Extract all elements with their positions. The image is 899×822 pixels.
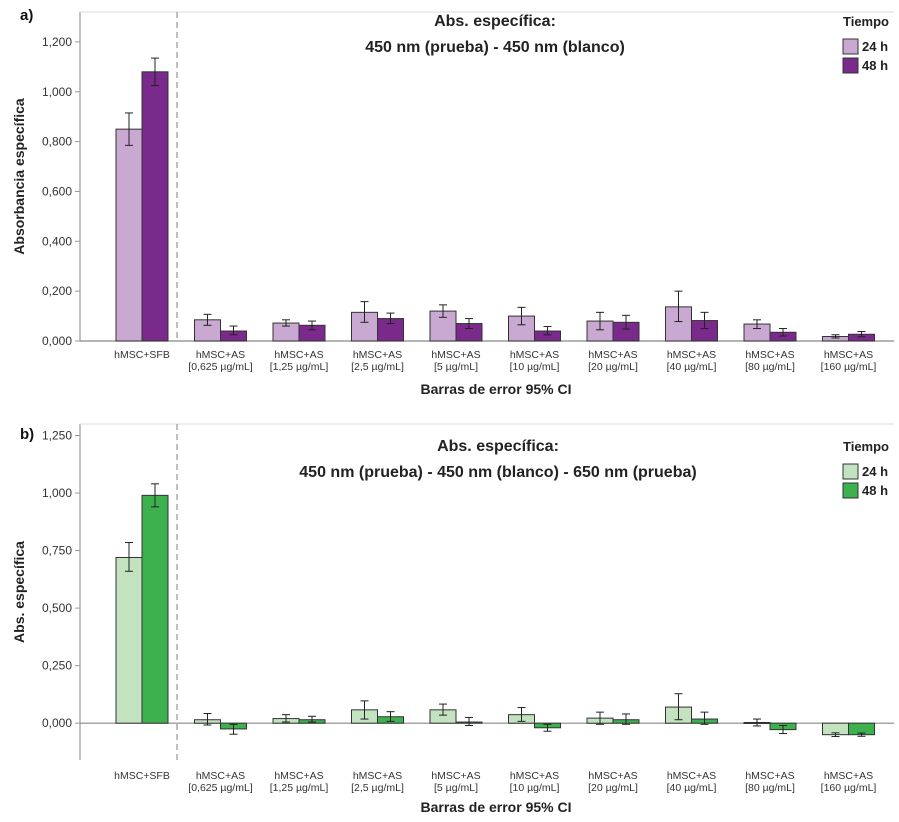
y-tick-label: 0,000 <box>42 716 72 730</box>
x-tick-label: [160 µg/mL] <box>821 782 877 794</box>
x-tick-label: [20 µg/mL] <box>588 361 638 373</box>
x-tick-label: hMSC+AS <box>274 770 323 782</box>
x-tick-label: hMSC+AS <box>588 770 637 782</box>
y-tick-label: 1,250 <box>42 429 72 443</box>
y-tick-label: 0,800 <box>42 135 72 149</box>
legend-title: Tiempo <box>843 14 889 29</box>
x-axis-title: Barras de error 95% CI <box>421 381 572 397</box>
bar <box>141 494 169 724</box>
panel-label: b) <box>20 426 34 443</box>
x-tick-label: [40 µg/mL] <box>667 782 717 794</box>
x-tick-label: hMSC+SFB <box>114 349 170 361</box>
x-tick-label: [1,25 µg/mL] <box>270 782 329 794</box>
x-tick-label: [20 µg/mL] <box>588 782 638 794</box>
x-tick-label: hMSC+AS <box>196 349 245 361</box>
y-tick-label: 1,200 <box>42 35 72 49</box>
x-tick-label: hMSC+AS <box>667 349 716 361</box>
x-axis-title: Barras de error 95% CI <box>421 799 572 815</box>
chart-title-line2: 450 nm (prueba) - 450 nm (blanco) - 650 … <box>299 464 696 481</box>
x-tick-label: hMSC+AS <box>431 770 480 782</box>
bar <box>115 128 143 342</box>
legend-title: Tiempo <box>843 439 889 454</box>
y-tick-label: 0,750 <box>42 544 72 558</box>
y-tick-label: 1,000 <box>42 486 72 500</box>
x-tick-label: [10 µg/mL] <box>510 782 560 794</box>
x-tick-label: [40 µg/mL] <box>667 361 717 373</box>
x-tick-label: [2,5 µg/mL] <box>351 361 404 373</box>
legend-swatch <box>842 463 859 480</box>
legend-swatch <box>842 482 859 499</box>
y-axis-title: Abs. específica <box>11 541 27 643</box>
panel-label: a) <box>20 7 33 24</box>
x-tick-label: hMSC+AS <box>667 770 716 782</box>
y-axis-title: Absorbancia específica <box>11 98 27 255</box>
y-tick-label: 1,000 <box>42 85 72 99</box>
x-tick-label: hMSC+AS <box>824 770 873 782</box>
x-tick-label: hMSC+AS <box>745 770 794 782</box>
legend-label: 24 h <box>862 464 888 479</box>
x-tick-label: hMSC+SFB <box>114 770 170 782</box>
chart-title-line1: Abs. específica: <box>434 13 556 30</box>
x-tick-label: [80 µg/mL] <box>745 361 795 373</box>
x-tick-label: [160 µg/mL] <box>821 361 877 373</box>
bar <box>115 556 143 724</box>
chart-title-line1: Abs. específica: <box>437 438 559 455</box>
legend-label: 24 h <box>862 39 888 54</box>
x-tick-label: [10 µg/mL] <box>510 361 560 373</box>
chart-title-line2: 450 nm (prueba) - 450 nm (blanco) <box>365 39 625 56</box>
bar <box>141 71 169 342</box>
x-tick-label: hMSC+AS <box>431 349 480 361</box>
y-tick-label: 0,600 <box>42 184 72 198</box>
chart-panel-a: 0,000 0,200 0,400 0,600 0,800 1,000 1,200 a) Abs… <box>11 7 894 397</box>
x-tick-label: hMSC+AS <box>274 349 323 361</box>
x-tick-label: [5 µg/mL] <box>434 361 478 373</box>
x-tick-label: [5 µg/mL] <box>434 782 478 794</box>
legend-swatch <box>842 38 859 55</box>
x-tick-label: hMSC+AS <box>510 770 559 782</box>
x-tick-label: hMSC+AS <box>745 349 794 361</box>
x-tick-label: hMSC+AS <box>824 349 873 361</box>
x-tick-label: hMSC+AS <box>588 349 637 361</box>
y-tick-label: 0,500 <box>42 601 72 615</box>
legend-label: 48 h <box>862 58 888 73</box>
x-tick-label: hMSC+AS <box>196 770 245 782</box>
y-tick-label: 0,000 <box>42 334 72 348</box>
y-tick-label: 0,400 <box>42 234 72 248</box>
legend-label: 48 h <box>862 483 888 498</box>
x-tick-label: [0,625 µg/mL] <box>188 361 253 373</box>
y-tick-label: 0,200 <box>42 284 72 298</box>
y-tick-label: 0,250 <box>42 659 72 673</box>
legend-swatch <box>842 57 859 74</box>
x-tick-label: hMSC+AS <box>353 770 402 782</box>
x-tick-label: [2,5 µg/mL] <box>351 782 404 794</box>
x-tick-label: hMSC+AS <box>510 349 559 361</box>
x-tick-label: hMSC+AS <box>353 349 402 361</box>
chart-panel-b: 0,000 0,250 0,500 0,750 1,000 1,250 b) Abs. esp… <box>11 423 894 815</box>
x-tick-label: [1,25 µg/mL] <box>270 361 329 373</box>
x-tick-label: [80 µg/mL] <box>745 782 795 794</box>
x-tick-label: [0,625 µg/mL] <box>188 782 253 794</box>
